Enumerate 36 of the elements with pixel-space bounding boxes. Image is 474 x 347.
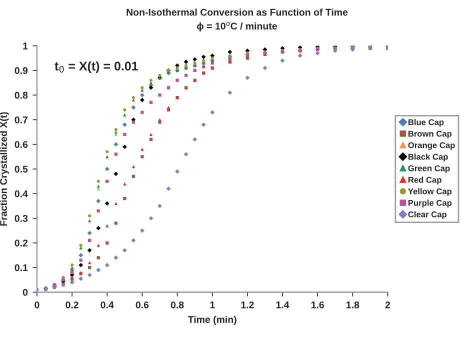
y-tick-label: 0.4 [14,190,28,198]
legend-label: Clear Cap [408,211,446,219]
y-tick-label: 0.5 [14,166,28,173]
x-tick-label: 0 [34,301,40,308]
legend-label: Brown Cap [408,130,452,138]
y-axis-title: Fraction Crystallized X(t) [0,112,9,226]
y-tick-label: 0.2 [14,240,28,247]
y-tick-label: 0.8 [14,92,28,99]
y-tick-label: 0.6 [14,141,28,148]
x-tick-label: 0.2 [66,301,78,308]
legend-label: Black Cap [408,154,448,162]
x-tick-label: 1.2 [241,301,254,308]
y-tick-label: 0 [22,288,28,296]
x-tick-label: 1.8 [346,301,360,308]
legend-label: Blue Cap [408,119,444,127]
chart-subtitle: ϕ = 10$^{o}$C / minute [196,22,277,32]
x-tick-label: 0.8 [170,301,184,308]
chart-title: Non-Isothermal Conversion as Function of Time [126,8,348,16]
legend-label: Red Cap [408,176,442,184]
x-tick-label: 1 [210,302,215,308]
legend-label: Orange Cap [408,142,455,150]
x-axis-title: Time (min) [188,316,236,325]
y-tick-label: 0.3 [14,214,28,222]
x-tick-label: 1.6 [311,301,324,308]
x-tick-label: 0.6 [136,301,149,308]
y-tick-label: 0.9 [14,67,28,74]
annotation: t$_{0}$ = X(t) = 0.01 [54,61,138,73]
legend-label: Yellow Cap [408,188,452,196]
x-tick-label: 1.4 [276,302,290,308]
legend-label: Purple Cap [408,200,452,208]
legend-label: Green Cap [408,165,450,173]
y-tick-label: 0.7 [14,116,28,124]
x-tick-label: 0.4 [100,301,114,308]
x-tick-label: 2 [385,301,390,308]
y-tick-label: 0.1 [14,264,28,272]
y-tick-label: 1 [23,42,28,50]
